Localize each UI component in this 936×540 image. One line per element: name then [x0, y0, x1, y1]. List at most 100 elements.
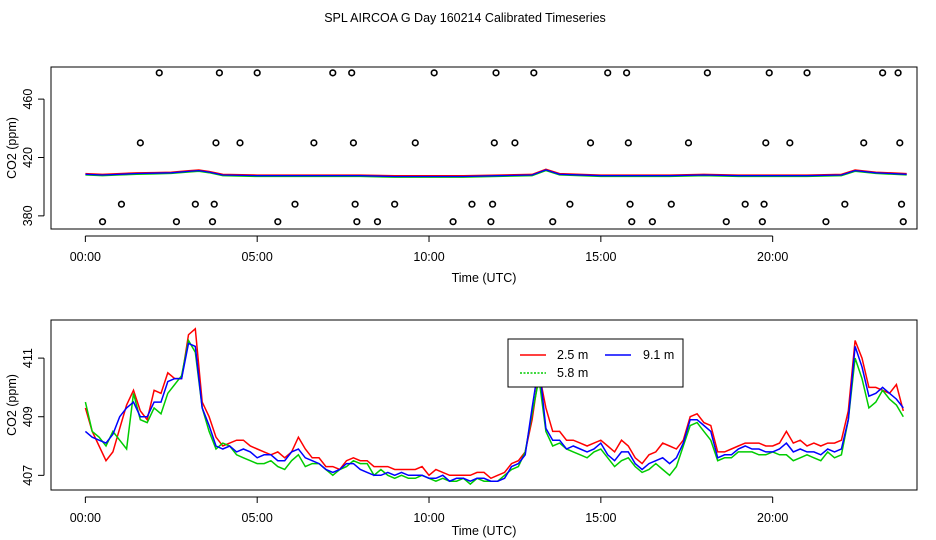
legend: 2.5 m 5.8 m 9.1 m	[507, 338, 684, 388]
scatter-point	[860, 139, 868, 147]
top-x-tick-label: 10:00	[413, 250, 444, 264]
scatter-point	[899, 218, 907, 226]
scatter-point	[841, 200, 849, 208]
legend-label-5-8m: 5.8 m	[557, 366, 588, 380]
page-title: SPL AIRCOA G Day 160214 Calibrated Times…	[324, 11, 606, 25]
top-plot-frame	[50, 66, 918, 230]
scatter-point	[896, 139, 904, 147]
top-y-axis: 380 420 460	[21, 89, 45, 226]
series-line-2-5-m	[84, 327, 905, 480]
scatter-point	[586, 139, 595, 147]
scatter-point	[210, 200, 218, 208]
scatter-point	[191, 200, 199, 208]
scatter-point	[879, 69, 887, 77]
scatter-point	[215, 69, 223, 77]
bottom-x-axis-label: Time (UTC)	[452, 524, 517, 538]
scatter-point	[274, 218, 282, 226]
scatter-point	[411, 139, 419, 147]
scatter-point	[117, 200, 126, 208]
scatter-point	[684, 139, 693, 147]
scatter-point	[803, 69, 811, 77]
top-x-axis-label: Time (UTC)	[452, 271, 517, 285]
scatter-point	[894, 69, 902, 77]
top-panel: 00:00 05:00 10:00 15:00 20:00 380 420 460 Time…	[5, 66, 918, 285]
scatter-point	[722, 218, 730, 226]
scatter-point	[626, 200, 634, 208]
scatter-point	[449, 218, 457, 226]
scatter-point	[762, 139, 770, 147]
scatter-point	[758, 218, 766, 226]
scatter-point	[786, 139, 794, 147]
top-x-tick-label: 20:00	[757, 250, 788, 264]
scatter-point	[765, 69, 773, 77]
scatter-point	[549, 218, 557, 226]
top-scatter-series	[98, 69, 907, 226]
scatter-point	[468, 200, 476, 208]
scatter-point	[98, 218, 107, 226]
scatter-point	[310, 139, 318, 147]
scatter-point	[760, 200, 768, 208]
bottom-line-series	[84, 327, 905, 486]
scatter-point	[741, 200, 749, 208]
scatter-point	[624, 139, 632, 147]
legend-box	[507, 338, 684, 388]
scatter-point	[236, 139, 244, 147]
scatter-point	[703, 69, 711, 77]
top-y-tick-label: 460	[21, 89, 35, 110]
scatter-point	[351, 200, 359, 208]
scatter-point	[490, 139, 498, 147]
top-x-axis: 00:00 05:00 10:00 15:00 20:00	[70, 235, 788, 264]
scatter-point	[373, 218, 382, 226]
scatter-point	[349, 139, 358, 147]
scatter-point	[487, 218, 495, 226]
scatter-point	[566, 200, 574, 208]
scatter-point	[430, 69, 438, 77]
top-x-tick-label: 00:00	[70, 250, 101, 264]
legend-label-2-5m: 2.5 m	[557, 348, 588, 362]
scatter-point	[172, 218, 181, 226]
series-line-9-1-m	[84, 342, 904, 483]
bottom-panel: 00:00 05:00 10:00 15:00 20:00 407 409 411 Time…	[5, 319, 918, 538]
bottom-x-tick-label: 00:00	[70, 511, 101, 525]
top-y-axis-label: CO2 (ppm)	[5, 117, 19, 179]
scatter-point	[492, 69, 500, 77]
scatter-point	[623, 69, 631, 77]
bottom-y-tick-label: 411	[21, 348, 35, 368]
bottom-y-tick-label: 407	[21, 465, 35, 486]
series-line-5-8-m	[84, 338, 904, 486]
top-y-tick-label: 420	[21, 147, 35, 168]
scatter-point	[329, 69, 337, 77]
top-y-tick-label: 380	[21, 205, 35, 226]
scatter-point	[291, 200, 299, 208]
top-x-tick-label: 15:00	[585, 250, 616, 264]
bottom-y-tick-label: 409	[21, 406, 35, 427]
scatter-point	[530, 69, 538, 77]
scatter-point	[208, 218, 217, 226]
scatter-point	[212, 139, 220, 147]
bottom-x-axis: 00:00 05:00 10:00 15:00 20:00	[70, 496, 788, 525]
scatter-point	[628, 218, 636, 226]
top-series-line-2-5-m	[85, 168, 907, 177]
scatter-point	[511, 139, 519, 147]
scatter-point	[155, 69, 163, 77]
top-x-tick-label: 05:00	[242, 250, 273, 264]
scatter-point	[897, 200, 906, 208]
scatter-point	[348, 69, 356, 77]
bottom-y-axis-label: CO2 (ppm)	[5, 374, 19, 436]
scatter-point	[488, 200, 497, 208]
scatter-point	[136, 139, 144, 147]
scatter-point	[822, 218, 830, 226]
bottom-x-tick-label: 20:00	[757, 511, 788, 525]
scatter-point	[391, 200, 399, 208]
scatter-point	[648, 218, 656, 226]
scatter-point	[604, 69, 612, 77]
bottom-plot-frame	[50, 319, 918, 491]
scatter-point	[667, 200, 675, 208]
legend-label-9-1m: 9.1 m	[643, 348, 674, 362]
scatter-point	[353, 218, 361, 226]
top-series-line-9-1-m	[85, 169, 907, 178]
bottom-y-axis: 407 409 411	[21, 348, 45, 486]
bottom-x-tick-label: 05:00	[242, 511, 273, 525]
top-line-series	[85, 168, 907, 178]
